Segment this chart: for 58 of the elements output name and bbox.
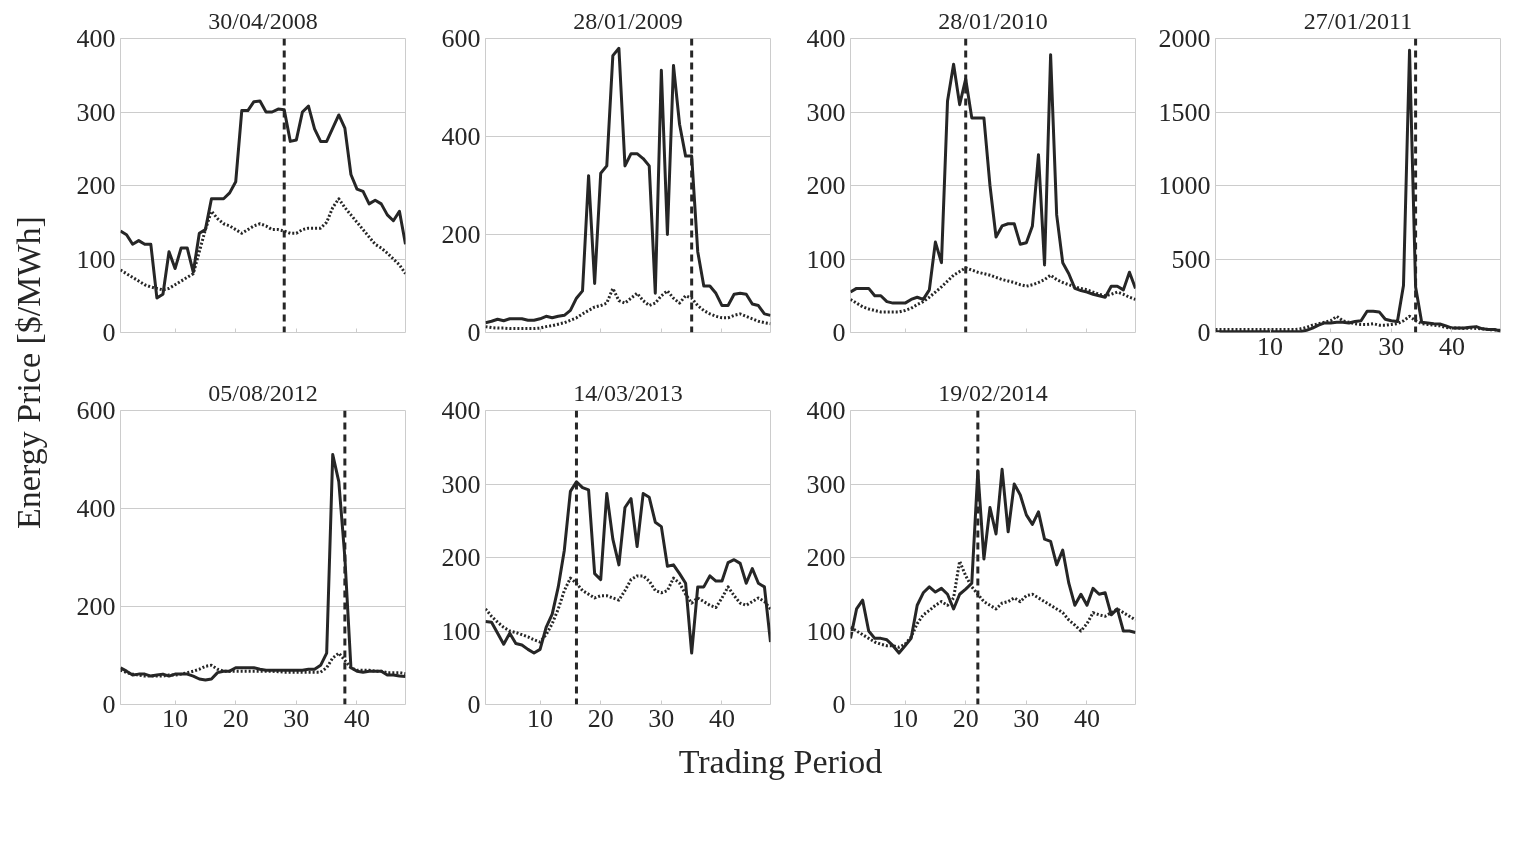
x-axis-title: Trading Period bbox=[678, 742, 883, 780]
x-tick-label: 10 bbox=[892, 703, 919, 733]
x-tick-label: 20 bbox=[952, 703, 979, 733]
x-tick-label: 40 bbox=[1438, 331, 1465, 361]
y-axis-title: Energy Price [$/MWh] bbox=[9, 216, 47, 529]
y-tick-label: 600 bbox=[441, 24, 481, 53]
x-tick-label: 40 bbox=[343, 703, 370, 733]
x-tick-label: 20 bbox=[587, 703, 614, 733]
chart-title: 28/01/2009 bbox=[573, 7, 683, 34]
x-tick-label: 30 bbox=[283, 703, 310, 733]
x-tick-label: 10 bbox=[162, 703, 189, 733]
y-tick-label: 0 bbox=[467, 690, 481, 719]
y-tick-label: 200 bbox=[441, 543, 481, 572]
y-tick-label: 300 bbox=[806, 469, 846, 499]
y-tick-label: 200 bbox=[441, 220, 481, 249]
y-tick-label: 400 bbox=[76, 494, 116, 523]
y-tick-label: 100 bbox=[806, 244, 846, 274]
y-tick-label: 100 bbox=[806, 616, 846, 646]
y-tick-label: 500 bbox=[1171, 244, 1211, 274]
x-tick-label: 10 bbox=[527, 703, 554, 733]
y-tick-label: 100 bbox=[76, 244, 116, 274]
y-tick-label: 400 bbox=[441, 396, 481, 425]
y-tick-label: 200 bbox=[76, 171, 116, 200]
y-tick-label: 400 bbox=[806, 396, 846, 425]
x-tick-label: 30 bbox=[648, 703, 675, 733]
y-tick-label: 2000 bbox=[1158, 24, 1211, 53]
y-tick-label: 0 bbox=[102, 318, 116, 347]
y-tick-label: 0 bbox=[832, 690, 846, 719]
y-tick-label: 0 bbox=[832, 318, 846, 347]
y-tick-label: 0 bbox=[467, 318, 481, 347]
y-tick-label: 200 bbox=[76, 592, 116, 621]
chart-title: 27/01/2011 bbox=[1303, 7, 1413, 34]
chart-title: 28/01/2010 bbox=[938, 7, 1048, 34]
x-tick-label: 20 bbox=[222, 703, 249, 733]
y-tick-label: 300 bbox=[806, 97, 846, 127]
chart-title: 30/04/2008 bbox=[208, 7, 318, 34]
y-tick-label: 0 bbox=[102, 690, 116, 719]
y-tick-label: 400 bbox=[76, 24, 116, 53]
y-tick-label: 600 bbox=[76, 396, 116, 425]
x-tick-label: 20 bbox=[1317, 331, 1344, 361]
x-tick-label: 30 bbox=[1013, 703, 1040, 733]
x-tick-label: 40 bbox=[708, 703, 735, 733]
y-tick-label: 1000 bbox=[1158, 171, 1211, 200]
y-tick-label: 300 bbox=[76, 97, 116, 127]
y-tick-label: 400 bbox=[441, 122, 481, 151]
y-tick-label: 300 bbox=[441, 469, 481, 499]
y-tick-label: 200 bbox=[806, 543, 846, 572]
y-tick-label: 400 bbox=[806, 24, 846, 53]
chart-title: 14/03/2013 bbox=[573, 379, 683, 406]
y-tick-label: 0 bbox=[1197, 318, 1211, 347]
chart-title: 19/02/2014 bbox=[938, 379, 1048, 406]
y-tick-label: 1500 bbox=[1158, 97, 1211, 127]
x-tick-label: 10 bbox=[1257, 331, 1284, 361]
x-tick-label: 40 bbox=[1073, 703, 1100, 733]
x-tick-label: 30 bbox=[1378, 331, 1405, 361]
y-tick-label: 100 bbox=[441, 616, 481, 646]
y-tick-label: 200 bbox=[806, 171, 846, 200]
chart-title: 05/08/2012 bbox=[208, 379, 318, 406]
